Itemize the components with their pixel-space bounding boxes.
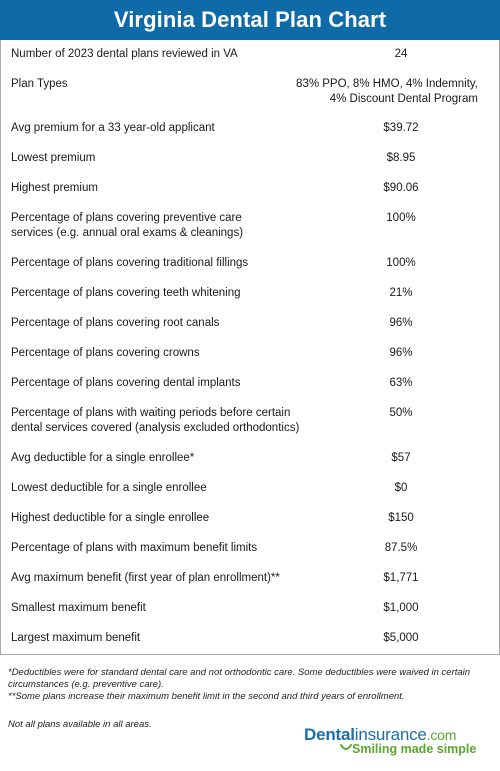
row-value: $150 [301,511,500,526]
row-value: 87.5% [301,541,500,556]
row-value: $90.06 [301,181,500,196]
row-value-line: 100% [386,257,416,269]
row-label-line: Percentage of plans covering preventive … [11,212,242,224]
row-value-line: $8.95 [386,152,416,164]
row-value-line: $1,771 [383,572,419,584]
row-label: Percentage of plans with waiting periods… [11,406,311,436]
row-label-line: Avg premium for a 33 year-old applicant [11,122,215,134]
row-label-line: Percentage of plans covering crowns [11,347,200,359]
row-label-line: Lowest premium [11,152,96,164]
row-value-line: $0 [394,482,408,494]
row-value-line: $39.72 [383,122,419,134]
row-label: Percentage of plans covering teeth white… [11,286,311,301]
row-label-line: Percentage of plans covering traditional… [11,257,249,269]
row-value-line: $57 [391,452,411,464]
row-label-line: Percentage of plans with waiting periods… [11,407,291,419]
row-value-line: 4% Discount Dental Program [329,93,478,105]
row-value: $1,771 [301,571,500,586]
row-value: $1,000 [301,601,500,616]
row-label-line: Percentage of plans covering root canals [11,317,220,329]
dentalinsurance-logo: Dentalinsurance.com Smiling made simple [304,726,494,762]
row-label-line: dental services covered (analysis exclud… [11,422,300,434]
row-label: Highest deductible for a single enrollee [11,511,311,526]
plan-data-table: Number of 2023 dental plans reviewed in … [0,40,500,655]
row-value: 100% [301,211,500,226]
row-label: Highest premium [11,181,311,196]
row-label: Lowest premium [11,151,311,166]
row-value-line: $150 [388,512,414,524]
footnote-line: circumstances (e.g. preventive care). [8,679,164,690]
row-value-line: $90.06 [383,182,419,194]
row-value-line: $1,000 [383,602,419,614]
row-value-line: 21% [389,287,413,299]
row-value: $57 [301,451,500,466]
logo-word-insurance: insurance [354,725,427,744]
logo-tagline: Smiling made simple [352,742,477,756]
row-value-line: 96% [389,347,413,359]
row-label-line: Highest deductible for a single enrollee [11,512,210,524]
row-value: 83% PPO, 8% HMO, 4% Indemnity, 4% Discoun… [251,77,478,107]
row-value: $5,000 [301,631,500,646]
row-label-line: Lowest deductible for a single enrollee [11,482,207,494]
row-value: 96% [301,346,500,361]
row-value: 100% [301,256,500,271]
row-value-line: 50% [389,407,413,419]
row-value: 24 [301,47,500,62]
row-label: Smallest maximum benefit [11,601,311,616]
row-value: 63% [301,376,500,391]
row-label-line: Number of 2023 dental plans reviewed in … [11,48,238,60]
row-value: $0 [301,481,500,496]
row-value: $8.95 [301,151,500,166]
row-label-line: Percentage of plans with maximum benefit… [11,542,258,554]
row-label-line: Percentage of plans covering dental impl… [11,377,241,389]
row-label: Plan Types [11,77,311,92]
row-value: 50% [301,406,500,421]
row-value-line: 100% [386,212,416,224]
row-label-line: Avg maximum benefit (first year of plan … [11,572,280,584]
row-label-line: Smallest maximum benefit [11,602,146,614]
row-label: Percentage of plans with maximum benefit… [11,541,311,556]
row-value-line: $5,000 [383,632,419,644]
row-label: Lowest deductible for a single enrollee [11,481,311,496]
row-value: 21% [301,286,500,301]
row-label: Percentage of plans covering preventive … [11,211,311,241]
availability-note: Not all plans available in all areas. [8,719,152,730]
row-value: 96% [301,316,500,331]
row-label: Percentage of plans covering dental impl… [11,376,311,391]
row-label-line: Avg deductible for a single enrollee* [11,452,195,464]
logo-word-dental: Dental [304,725,355,744]
row-label-line: Plan Types [11,78,68,90]
row-value-line: 96% [389,317,413,329]
row-label: Largest maximum benefit [11,631,311,646]
row-label: Percentage of plans covering root canals [11,316,311,331]
row-label: Avg premium for a 33 year-old applicant [11,121,311,136]
page-title: Virginia Dental Plan Chart [113,7,387,32]
smile-icon [340,744,352,750]
row-label-line: services (e.g. annual oral exams & clean… [11,227,244,239]
row-value-line: 83% PPO, 8% HMO, 4% Indemnity, [296,78,478,90]
row-value: $39.72 [301,121,500,136]
row-label: Avg deductible for a single enrollee* [11,451,311,466]
row-value-line: 87.5% [384,542,418,554]
header-banner: Virginia Dental Plan Chart [0,0,500,40]
row-label-line: Percentage of plans covering teeth white… [11,287,241,299]
footnotes: *Deductibles were for standard dental ca… [8,667,488,703]
logo-word-com: .com [426,727,457,743]
row-label: Percentage of plans covering crowns [11,346,311,361]
row-label: Number of 2023 dental plans reviewed in … [11,47,311,62]
row-value-line: 24 [394,48,408,60]
row-label: Avg maximum benefit (first year of plan … [11,571,311,586]
row-value-line: 63% [389,377,413,389]
footnote-line: **Some plans increase their maximum bene… [8,691,405,702]
footnote-line: *Deductibles were for standard dental ca… [8,667,471,678]
logo-wordmark: Dentalinsurance.com [304,726,456,744]
row-label-line: Largest maximum benefit [11,632,141,644]
row-label-line: Highest premium [11,182,98,194]
row-label: Percentage of plans covering traditional… [11,256,311,271]
